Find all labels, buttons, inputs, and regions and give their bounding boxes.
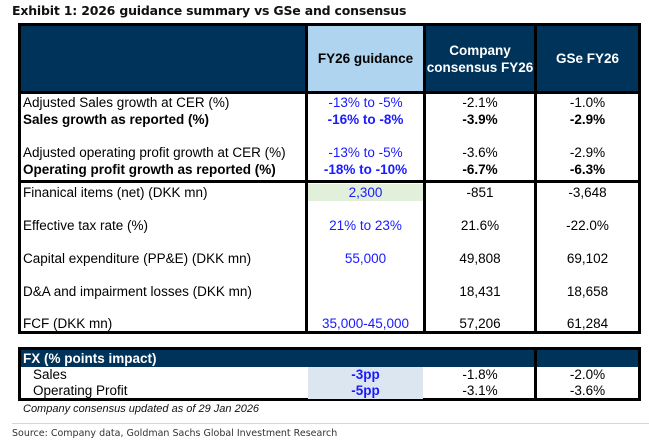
section-divider xyxy=(21,180,638,183)
guidance-value: 2,300 xyxy=(308,184,423,201)
table-row: Adjusted operating profit growth at CER … xyxy=(21,144,638,161)
header-gse-fy26: GSe FY26 xyxy=(537,26,638,91)
fx-row-label: Sales xyxy=(33,367,67,382)
table-row: Sales growth as reported (%) -16% to -8%… xyxy=(21,111,638,128)
section-divider xyxy=(21,91,638,94)
guidance-value: -18% to -10% xyxy=(323,162,408,177)
consensus-value: 57,206 xyxy=(459,316,501,331)
gse-value: -6.3% xyxy=(569,162,606,177)
row-label: Effective tax rate (%) xyxy=(23,218,149,233)
consensus-value: -2.1% xyxy=(462,95,498,110)
guidance-value: 21% to 23% xyxy=(329,218,402,233)
consensus-value: -3.9% xyxy=(462,112,498,127)
column-divider xyxy=(305,26,308,331)
consensus-value: -3.6% xyxy=(462,145,498,160)
column-divider xyxy=(534,26,537,331)
footnote: Company consensus updated as of 29 Jan 2… xyxy=(23,403,260,415)
column-divider xyxy=(534,350,537,398)
header-company-consensus-line2: consensus FY26 xyxy=(426,59,534,75)
divider-rule xyxy=(12,423,649,424)
guidance-value: -13% to -5% xyxy=(328,95,403,110)
row-label: Adjusted Sales growth at CER (%) xyxy=(23,95,230,110)
row-label: Capital expenditure (PP&E) (DKK mn) xyxy=(23,251,252,266)
gse-value: -2.9% xyxy=(569,145,606,160)
gse-value: 69,102 xyxy=(566,251,609,266)
header-company-consensus: Company consensus FY26 xyxy=(426,26,534,91)
row-label: Operating profit growth as reported (%) xyxy=(23,162,276,177)
fx-consensus-value: -3.1% xyxy=(462,383,498,398)
fx-row: Operating Profit -5pp -3.1% -3.6% xyxy=(21,383,638,399)
table-row: Adjusted Sales growth at CER (%) -13% to… xyxy=(21,94,638,111)
row-label: FCF (DKK mn) xyxy=(23,316,113,331)
fx-row-label: Operating Profit xyxy=(33,383,128,398)
header-blank-cell xyxy=(21,26,305,91)
header-fy26-guidance: FY26 guidance xyxy=(308,26,423,91)
gse-value: -22.0% xyxy=(566,218,609,233)
row-label: D&A and impairment losses (DKK mn) xyxy=(23,284,252,299)
column-divider xyxy=(423,26,426,331)
consensus-value: -6.7% xyxy=(462,162,498,177)
fx-gse-value: -3.6% xyxy=(569,383,606,398)
row-label: Adjusted operating profit growth at CER … xyxy=(23,145,286,160)
gse-value: -1.0% xyxy=(569,95,606,110)
consensus-value: 21.6% xyxy=(460,218,500,233)
table-row: Operating profit growth as reported (%) … xyxy=(21,161,638,178)
fx-impact-table: FX (% points impact) Sales -3pp -1.8% -2… xyxy=(18,347,641,401)
fx-consensus-value: -1.8% xyxy=(462,367,498,382)
fx-guidance-value: -5pp xyxy=(308,383,423,399)
fx-guidance-value: -3pp xyxy=(308,367,423,383)
source-line: Source: Company data, Goldman Sachs Glob… xyxy=(12,428,338,439)
consensus-value: 18,431 xyxy=(459,284,501,299)
table-row: Effective tax rate (%) 21% to 23% 21.6% … xyxy=(21,217,638,234)
consensus-value: -851 xyxy=(466,185,494,200)
row-label: Finanical items (net) (DKK mn) xyxy=(23,185,208,200)
table-row: Capital expenditure (PP&E) (DKK mn) 55,0… xyxy=(21,250,638,267)
exhibit-title: Exhibit 1: 2026 guidance summary vs GSe … xyxy=(12,3,407,18)
fx-header: FX (% points impact) xyxy=(21,350,638,367)
table-row: Finanical items (net) (DKK mn) 2,300 -85… xyxy=(21,184,638,201)
guidance-value: 55,000 xyxy=(344,251,387,266)
header-company-consensus-line1: Company xyxy=(449,42,511,58)
table-row: FCF (DKK mn) 35,000-45,000 57,206 61,284 xyxy=(21,315,638,332)
guidance-value: 35,000-45,000 xyxy=(321,316,410,331)
fx-gse-value: -2.0% xyxy=(569,367,606,382)
consensus-value: 49,808 xyxy=(459,251,501,266)
gse-value: -3,648 xyxy=(568,185,607,200)
gse-value: -2.9% xyxy=(569,112,606,127)
guidance-value: -13% to -5% xyxy=(328,145,403,160)
guidance-table: FY26 guidance Company consensus FY26 GSe… xyxy=(18,23,641,334)
gse-value: 18,658 xyxy=(566,284,609,299)
row-label: Sales growth as reported (%) xyxy=(23,112,210,127)
fx-row: Sales -3pp -1.8% -2.0% xyxy=(21,367,638,383)
gse-value: 61,284 xyxy=(566,316,609,331)
guidance-value: -16% to -8% xyxy=(327,112,404,127)
table-row: D&A and impairment losses (DKK mn) 18,43… xyxy=(21,283,638,300)
